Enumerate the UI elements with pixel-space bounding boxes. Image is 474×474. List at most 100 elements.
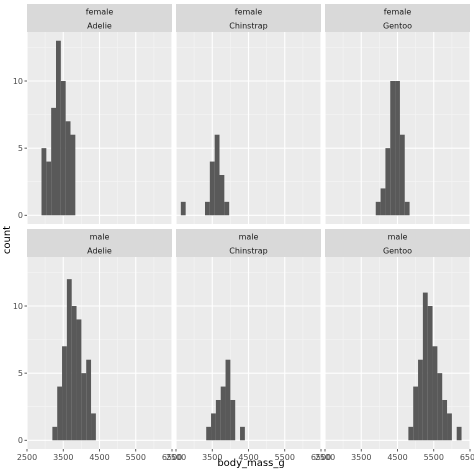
strip-label-col: Gentoo <box>383 247 412 256</box>
x-tick-label: 4500 <box>89 453 109 462</box>
y-tick-label: 5 <box>18 144 23 153</box>
strip-row-female-gentoo <box>325 4 470 18</box>
panel-male-adelie: male Adelie 0 5 10 2500 3500 4500 5500 6500 <box>13 229 182 462</box>
strip-label-col: Adelie <box>87 22 112 31</box>
histogram-bar <box>437 373 443 441</box>
strip-label-col: Gentoo <box>383 22 412 31</box>
histogram-bar <box>66 279 72 441</box>
histogram-bar <box>408 426 414 441</box>
histogram-bar <box>404 201 410 216</box>
histogram-bar <box>395 81 400 216</box>
histogram-bar <box>65 121 71 216</box>
strip-label-col: Adelie <box>87 247 112 256</box>
histogram-bar <box>224 201 230 216</box>
strip-col-male-adelie <box>27 243 172 257</box>
x-tick-label: 2500 <box>17 453 37 462</box>
histogram-bar <box>46 161 52 216</box>
x-tick-label: 6500 <box>162 453 182 462</box>
y-tick-label: 10 <box>13 302 23 311</box>
histogram-bar <box>57 386 63 441</box>
histogram-bar <box>220 386 226 441</box>
x-axis-title: body_mass_g <box>217 458 284 469</box>
histogram-bar <box>56 40 61 216</box>
strip-label-row: female <box>384 8 412 17</box>
histogram-bar <box>375 201 381 216</box>
histogram-bar <box>211 413 216 441</box>
strip-col-male-chinstrap <box>176 243 321 257</box>
histogram-bar <box>413 386 419 441</box>
histogram-bar <box>456 426 462 441</box>
strip-row-male-chinstrap <box>176 229 321 243</box>
x-tick-label: 5500 <box>275 453 295 462</box>
histogram-bar <box>380 188 386 216</box>
y-tick-label: 5 <box>18 369 23 378</box>
x-tick-label: 6500 <box>460 453 474 462</box>
x-tick-label: 3500 <box>351 453 371 462</box>
x-tick-label: 5500 <box>126 453 146 462</box>
histogram-bar <box>81 373 87 441</box>
histogram-bar <box>91 413 96 441</box>
strip-col-female-gentoo <box>325 18 470 32</box>
histogram-bar <box>399 134 405 216</box>
strip-label-row: female <box>86 8 114 17</box>
histogram-bar <box>209 161 215 216</box>
x-tick-label: 2500 <box>166 453 186 462</box>
histogram-bar <box>76 319 82 441</box>
histogram-bar <box>422 292 428 441</box>
histogram-bar <box>432 346 438 441</box>
histogram-bar <box>225 359 231 441</box>
strip-label-row: male <box>388 233 408 242</box>
panel-female-adelie: female Adelie 0 5 10 <box>13 4 173 224</box>
x-tick-label: 4500 <box>387 453 407 462</box>
y-axis-title: count <box>2 226 13 254</box>
strip-col-female-chinstrap <box>176 18 321 32</box>
y-tick-label: 0 <box>18 436 23 445</box>
strip-col-female-adelie <box>27 18 172 32</box>
strip-label-row: male <box>90 233 110 242</box>
panel-male-chinstrap: male Chinstrap 2500 3500 4500 5500 6500 <box>166 229 331 462</box>
histogram-bar <box>418 359 423 441</box>
panel-female-chinstrap: female Chinstrap <box>175 4 322 224</box>
histogram-bar <box>215 399 221 441</box>
histogram-bar <box>230 399 236 441</box>
x-tick-label: 2500 <box>315 453 335 462</box>
y-tick-label: 0 <box>18 211 23 220</box>
histogram-bar <box>390 81 396 216</box>
histogram-bar <box>180 201 186 216</box>
strip-row-male-adelie <box>27 229 172 243</box>
histogram-bar <box>240 426 245 441</box>
histogram-bar <box>41 148 47 216</box>
histogram-bar <box>442 399 448 441</box>
histogram-bar <box>60 81 66 216</box>
strip-label-col: Chinstrap <box>229 247 268 256</box>
x-tick-label: 6500 <box>311 453 331 462</box>
x-tick-label: 3500 <box>53 453 73 462</box>
histogram-bar <box>214 134 220 216</box>
y-tick-label: 10 <box>13 77 23 86</box>
x-tick-label: 4500 <box>238 453 258 462</box>
strip-row-female-adelie <box>27 4 172 18</box>
histogram-bar <box>385 148 391 216</box>
strip-label-col: Chinstrap <box>229 22 268 31</box>
histogram-bar <box>51 107 56 216</box>
histogram-bar <box>71 306 77 441</box>
histogram-bar <box>86 359 92 441</box>
strip-label-row: female <box>235 8 263 17</box>
strip-col-male-gentoo <box>325 243 470 257</box>
histogram-bar <box>62 346 67 441</box>
panel-male-gentoo: male Gentoo 2500 3500 4500 5500 6500 <box>315 229 474 462</box>
histogram-bar <box>219 174 225 216</box>
panel-female-gentoo: female Gentoo <box>324 4 471 224</box>
strip-row-female-chinstrap <box>176 4 321 18</box>
histogram-bar <box>447 413 452 441</box>
histogram-bar <box>52 426 58 441</box>
strip-label-row: male <box>239 233 259 242</box>
histogram-bar <box>206 426 212 441</box>
histogram-bar <box>427 306 433 441</box>
histogram-bar <box>70 134 76 216</box>
strip-row-male-gentoo <box>325 229 470 243</box>
histogram-bar <box>205 201 210 216</box>
x-tick-label: 3500 <box>202 453 222 462</box>
x-tick-label: 5500 <box>424 453 444 462</box>
